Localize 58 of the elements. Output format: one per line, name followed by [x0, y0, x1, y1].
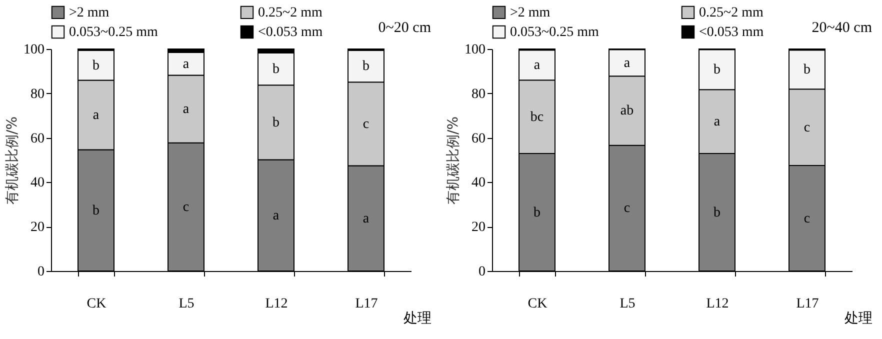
- y-tick-label: 80: [30, 86, 44, 102]
- data-label: b: [272, 62, 280, 78]
- data-label: c: [624, 201, 630, 216]
- y-tick-label: 60: [472, 131, 486, 146]
- legend-label: 0.25~2 mm: [258, 5, 322, 20]
- y-tick-label: 40: [472, 176, 486, 191]
- legend-label: <0.053 mm: [258, 25, 323, 40]
- data-label: c: [182, 200, 190, 215]
- y-tick-label: 20: [30, 220, 44, 236]
- legend-label: 0.053~0.25 mm: [510, 25, 599, 40]
- data-label: a: [362, 211, 370, 226]
- x-axis-title: 处理: [844, 310, 872, 326]
- y-tick-label: 0: [38, 264, 44, 280]
- data-label: b: [714, 62, 720, 78]
- y-tick-label: 100: [24, 42, 44, 58]
- data-label: a: [714, 114, 721, 130]
- data-label: a: [92, 108, 100, 124]
- data-label: a: [182, 56, 190, 72]
- x-tick-label: L5: [620, 296, 636, 312]
- y-tick-label: 20: [472, 220, 486, 236]
- y-tick-label: 40: [30, 176, 44, 191]
- data-label: b: [804, 62, 810, 78]
- chart-title: 20~40 cm: [812, 20, 872, 36]
- legend-label: >2 mm: [69, 5, 110, 20]
- x-tick-label: CK: [528, 296, 548, 312]
- y-tick-label: 0: [478, 264, 486, 280]
- y-tick-label: 60: [30, 131, 44, 146]
- data-label: a: [624, 56, 631, 71]
- data-label: c: [804, 120, 810, 136]
- x-tick-label: L17: [796, 296, 819, 312]
- data-label: ab: [620, 104, 634, 119]
- data-label: c: [362, 116, 370, 132]
- y-tick-label: 100: [464, 42, 486, 58]
- data-label: a: [272, 208, 280, 224]
- data-label: b: [714, 205, 720, 220]
- x-axis-title: 处理: [404, 310, 432, 326]
- x-tick-label: CK: [86, 296, 106, 312]
- data-label: b: [272, 115, 280, 130]
- y-tick-label: 80: [472, 86, 486, 102]
- legend-label: <0.053 mm: [699, 25, 764, 40]
- legend-label: 0.053~0.25 mm: [69, 25, 158, 40]
- data-label: c: [804, 211, 810, 226]
- x-tick-label: L12: [265, 296, 288, 312]
- data-label: b: [362, 59, 370, 74]
- x-tick-label: L5: [178, 296, 194, 312]
- data-label: b: [534, 205, 540, 220]
- y-axis-title: 有机碳比例/%: [446, 116, 462, 205]
- y-axis-title: 有机碳比例/%: [4, 116, 20, 205]
- x-tick-label: L12: [706, 296, 729, 312]
- data-label: b: [92, 203, 100, 218]
- data-label: bc: [530, 110, 544, 125]
- x-tick-label: L17: [355, 296, 378, 312]
- data-label: a: [182, 102, 190, 118]
- data-label: b: [92, 58, 100, 74]
- chart-title: 0~20 cm: [378, 20, 432, 36]
- data-label: a: [534, 58, 541, 74]
- legend-label: 0.25~2 mm: [699, 5, 764, 20]
- legend-label: >2 mm: [510, 5, 550, 20]
